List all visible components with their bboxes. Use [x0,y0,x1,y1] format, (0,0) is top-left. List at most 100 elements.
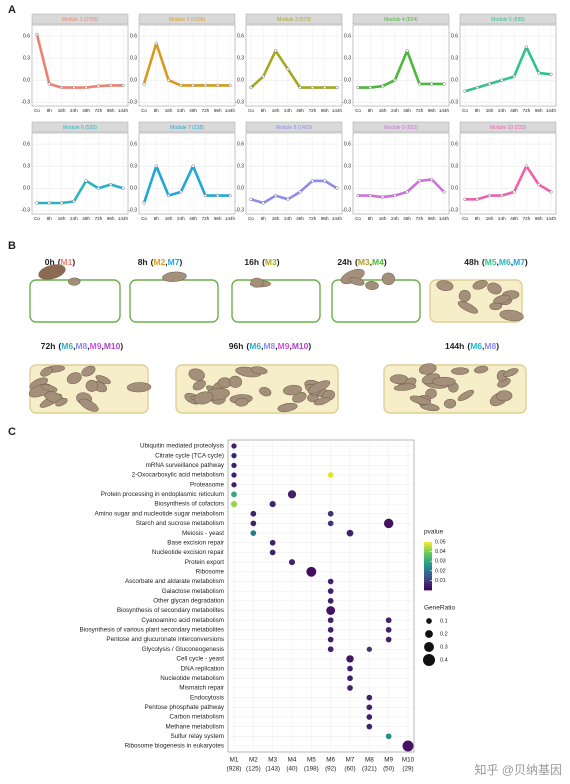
data-point [487,193,492,198]
y-tick-label: 0.6 [344,141,351,147]
x-tick-label: 96h [428,216,436,221]
x-tick-count: (198) [304,766,319,773]
stage-module: M4 [372,257,384,267]
stage-module: M8 [263,341,275,351]
x-tick-label: 144h [225,216,236,221]
hypha [79,398,99,412]
dot [327,520,334,527]
stage-label: 144h (M6,M8) [445,341,499,351]
term-label: Biosynthesis of cofactors [154,501,224,508]
data-point [380,195,385,199]
facet-title: Module 7 (218) [170,125,204,131]
x-tick-label: 96h [428,108,436,113]
x-tick-label: Co [355,108,361,113]
term-label: Pentose and glucuronate interconversions [106,636,224,643]
data-point [109,83,113,87]
hypha [283,384,302,396]
data-point [109,182,113,187]
facet-title: Module 6 (535) [63,125,97,131]
dot [347,685,353,691]
data-point [524,164,529,168]
hypha [193,391,214,405]
facet-title: Module 10 (233) [490,125,527,131]
stage-label: 8h (M2,M7) [138,257,183,267]
data-point [179,83,183,87]
y-tick-label: 0.3 [451,55,458,61]
x-tick-label: Co [462,216,468,221]
facet-title: Module 1 (2783) [62,17,99,23]
x-tick-label: 8h [261,108,267,113]
stage-time: 8h [138,257,148,267]
x-tick-label: 144h [118,216,129,221]
series-line [142,164,230,204]
hypha [40,366,53,377]
data-point [475,85,479,90]
y-tick-label: 0.0 [237,78,244,84]
data-point [191,83,195,87]
x-tick-label: 144h [439,216,450,221]
term-label: Endocytosis [190,694,224,701]
colorbar-cell [424,554,432,557]
x-tick-label: 72h [95,108,103,113]
x-tick-label: 24h [177,216,185,221]
x-tick-label: 48h [82,216,90,221]
hypha [162,271,187,282]
paren: ( [58,341,61,351]
paren: ( [355,257,358,267]
term-label: Carbon metabolism [169,714,224,721]
colorbar-cell [424,564,432,567]
x-tick-count: (928) [227,766,242,773]
data-point [430,82,434,86]
x-tick-label: Co [34,216,40,221]
dot [327,627,334,633]
sep: , [497,257,499,267]
dot [346,529,354,537]
term-label: Meiosis - yeast [182,530,224,537]
x-tick-label: 16h [272,216,280,221]
data-point [47,82,51,86]
x-tick-label: 72h [202,108,210,113]
facet-strip [31,13,129,25]
series-line [358,49,444,89]
hypha [188,368,205,381]
data-point [549,72,553,76]
x-tick-label: 8h [475,108,481,113]
stage-module: M6 [249,341,261,351]
x-tick-label: 72h [202,216,210,221]
x-tick-count: (50) [383,766,394,773]
size-label: 0.2 [440,631,448,637]
data-point [216,83,220,87]
sep: , [511,257,513,267]
spore [38,264,66,280]
stage-label: 24h (M3,M4) [337,257,387,267]
y-tick-label: 0.0 [23,186,30,192]
y-tick-label: 0.6 [451,33,458,39]
y-tick-label: 0.3 [130,55,137,61]
data-point [261,201,265,205]
hypha [451,367,470,375]
term-label: Galactose metabolism [162,588,224,595]
x-tick-label: 24h [70,108,78,113]
x-tick-label: 8h [47,216,53,221]
dot [366,714,373,720]
sep: , [261,341,263,351]
dot [385,636,392,643]
facet-title: Module 3 (573) [277,17,311,23]
series-line [142,42,230,87]
size-key [425,630,433,638]
x-tick-label: Co [248,216,254,221]
stage-module: M8 [75,341,87,351]
x-tick-count: (321) [362,766,377,773]
x-tick-label: 48h [403,108,411,113]
y-tick-label: 0.0 [130,186,137,192]
colorbar-cell [424,552,432,555]
hypha [419,363,437,375]
x-tick-label: M4 [288,757,297,764]
data-point [335,186,339,190]
stage-module: M3 [358,257,370,267]
stage-module: M9 [278,341,290,351]
dot [231,443,237,449]
data-point [84,179,88,183]
dot [250,530,257,536]
dot [269,539,276,546]
